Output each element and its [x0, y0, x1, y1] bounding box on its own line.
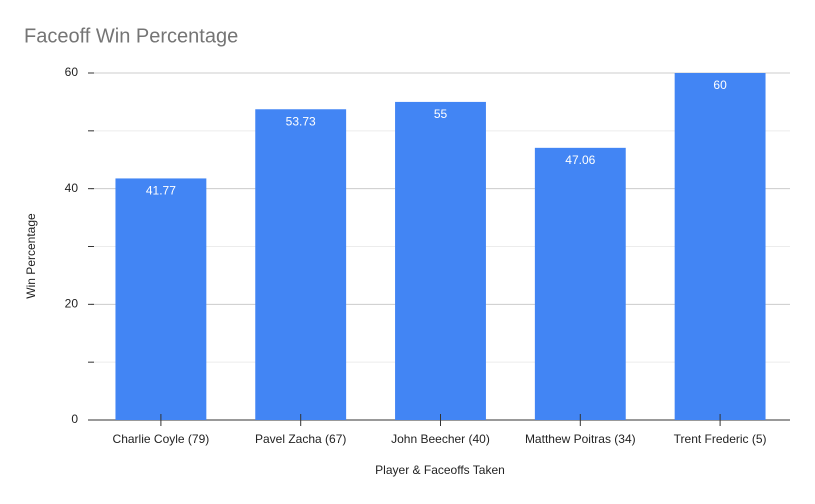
y-axis-label: Win Percentage — [24, 213, 38, 299]
value-label: 41.77 — [146, 184, 176, 198]
bar — [115, 178, 207, 420]
x-tick-label: John Beecher (40) — [391, 432, 490, 446]
value-label: 47.06 — [565, 153, 595, 167]
x-tick-label: Trent Frederic (5) — [674, 432, 767, 446]
value-label: 53.73 — [286, 114, 316, 128]
chart-title: Faceoff Win Percentage — [24, 25, 238, 47]
value-label: 55 — [434, 107, 448, 121]
x-tick-label: Pavel Zacha (67) — [255, 432, 346, 446]
x-tick-label: Charlie Coyle (79) — [113, 432, 210, 446]
y-tick-label: 0 — [71, 412, 78, 426]
x-tick-label: Matthew Poitras (34) — [525, 432, 636, 446]
x-axis-label: Player & Faceoffs Taken — [375, 463, 505, 477]
bar — [395, 101, 486, 421]
bar — [534, 147, 626, 420]
bar — [255, 109, 347, 420]
y-tick-label: 20 — [65, 297, 79, 311]
y-tick-label: 40 — [65, 181, 79, 195]
value-label: 60 — [713, 78, 727, 92]
bar — [674, 73, 766, 420]
y-tick-label: 60 — [65, 65, 79, 79]
